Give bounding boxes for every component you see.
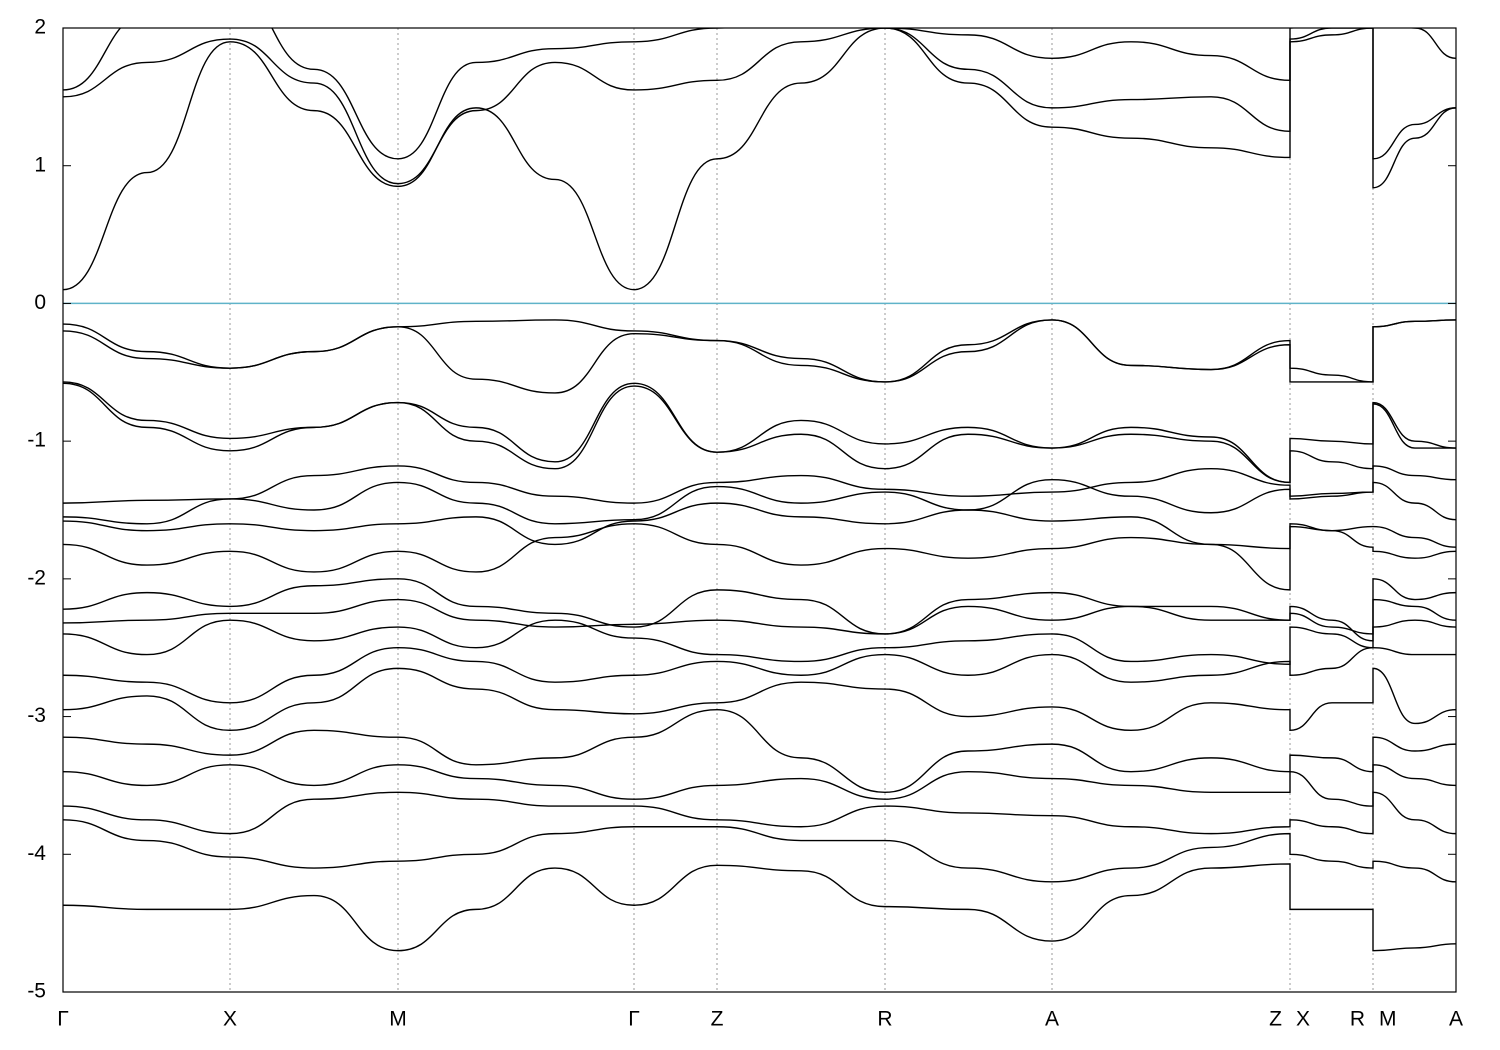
band-line [63,319,1456,394]
band-line [63,578,1456,642]
band-line [63,523,1456,591]
x-tick-label: A [1045,1008,1059,1031]
y-tick-label: 2 [34,16,46,39]
y-tick-label: -5 [27,980,46,1003]
band-line [63,28,1456,160]
bands [63,28,1456,952]
x-tick-label: M [1379,1008,1397,1031]
band-line [63,465,1456,504]
y-tick-label: 1 [34,153,46,176]
y-tick-label: -2 [27,566,46,589]
band-line [63,28,1456,291]
x-tick-label: R [1350,1008,1365,1031]
y-tick-label: -1 [27,429,46,452]
band-line [63,791,1456,835]
y-tick-label: -3 [27,704,46,727]
x-tick-label: Z [1269,1008,1282,1031]
x-tick-label: A [1449,1008,1463,1031]
band-line [63,598,1456,635]
band-line [63,647,1456,704]
x-tick-label: Γ [57,1008,69,1031]
band-line [63,28,1456,185]
band-line [63,619,1456,665]
y-tick-label: 0 [34,291,46,314]
band-line [63,819,1456,883]
band-line [63,764,1456,807]
x-tick-label: R [877,1008,892,1031]
x-tick-label: Γ [628,1008,640,1031]
band-line [63,381,1456,484]
x-tick-label: X [223,1008,237,1031]
x-tick-label: Z [711,1008,724,1031]
band-line [63,382,1456,484]
band-line [63,708,1456,794]
x-tick-label: M [389,1008,407,1031]
band-line [63,863,1456,952]
band-line [63,479,1456,525]
x-tick-label: X [1296,1008,1310,1031]
plot-frame [62,27,1457,993]
band-line [63,319,1456,383]
band-line [63,667,1456,732]
y-tick-label: -4 [27,842,46,865]
band-line [63,502,1456,550]
